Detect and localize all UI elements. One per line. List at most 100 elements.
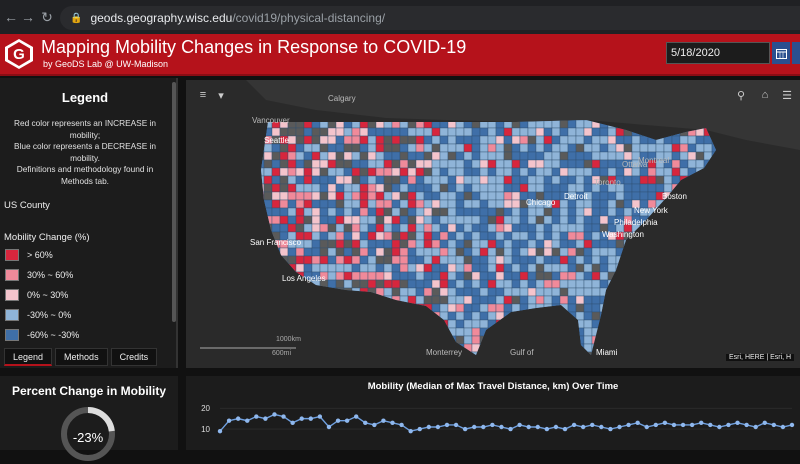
county-cell [599, 199, 609, 209]
address-bar[interactable]: 🔒 geods.geography.wisc.edu/covid19/physi… [60, 6, 800, 30]
legend-field-name: Mobility Change (%) [4, 232, 90, 243]
tab-credits[interactable]: Credits [110, 348, 158, 366]
county-cell [367, 231, 377, 241]
county-cell [359, 215, 369, 225]
county-cell [599, 247, 609, 257]
county-cell [455, 215, 465, 225]
tab-legend[interactable]: Legend [4, 348, 53, 366]
county-cell [519, 295, 529, 305]
county-cell [311, 127, 321, 137]
county-cell [471, 239, 481, 249]
county-cell [383, 207, 393, 217]
mobility-line-chart[interactable]: 10 20 [186, 376, 800, 450]
county-cell [471, 143, 481, 153]
county-cell [367, 271, 377, 281]
search-icon[interactable]: ⚲ [736, 89, 746, 102]
county-cell [527, 247, 537, 257]
county-cell [487, 143, 497, 153]
data-point [571, 422, 577, 428]
county-cell [583, 255, 593, 265]
county-cell [559, 287, 569, 297]
chevron-down-icon[interactable]: ▾ [218, 89, 224, 102]
legend-scrollbar[interactable] [172, 82, 176, 322]
county-cell [367, 127, 377, 137]
county-cell [279, 183, 289, 193]
county-cell [575, 247, 585, 257]
choropleth-map[interactable]: ≡ ▾ ⚲ ⌂ ☰ Calgary Vancouver Seattle Otta… [186, 80, 800, 368]
county-cell [399, 127, 409, 137]
county-cell [559, 247, 569, 257]
county-cell [439, 207, 449, 217]
county-cell [615, 151, 625, 161]
county-cell [479, 159, 489, 169]
county-cell [367, 167, 377, 177]
county-cell [327, 255, 337, 265]
county-cell [407, 239, 417, 249]
county-cell [407, 191, 417, 201]
county-cell [551, 127, 561, 137]
county-cell [359, 183, 369, 193]
county-cell [271, 167, 281, 177]
next-date-button[interactable] [792, 42, 800, 64]
county-cell [423, 183, 433, 193]
county-cell [287, 183, 297, 193]
data-point [281, 414, 286, 419]
county-cell [599, 167, 609, 177]
tab-methods[interactable]: Methods [55, 348, 108, 366]
map-label-new-york: New York [634, 206, 668, 215]
county-cell [351, 183, 361, 193]
county-cell [391, 135, 401, 145]
county-cell [479, 295, 489, 305]
county-cell [599, 159, 609, 169]
county-cell [471, 335, 481, 345]
forward-icon[interactable]: → [21, 9, 35, 25]
data-point [363, 420, 368, 426]
county-cell [351, 167, 361, 177]
county-cell [503, 159, 513, 169]
county-cell [527, 295, 537, 305]
county-cell [543, 183, 553, 193]
county-cell [535, 247, 545, 257]
legend-panel: Legend Red color represents an INCREASE … [0, 78, 178, 368]
reload-icon[interactable]: ↻ [41, 8, 53, 25]
county-cell [311, 255, 321, 265]
data-point [662, 420, 668, 426]
county-cell [279, 215, 289, 225]
county-cell [311, 215, 321, 225]
back-icon[interactable]: ← [4, 9, 18, 25]
calendar-button[interactable] [772, 42, 790, 64]
list-icon[interactable]: ☰ [782, 89, 792, 102]
home-icon[interactable]: ⌂ [761, 89, 769, 101]
county-cell [263, 151, 273, 161]
county-cell [271, 223, 281, 233]
county-cell [359, 207, 369, 217]
county-cell [287, 207, 297, 217]
map-canvas[interactable] [186, 80, 800, 368]
date-input[interactable]: 5/18/2020 [666, 42, 770, 64]
county-cell [551, 151, 561, 161]
percent-change-panel: Percent Change in Mobility -23% [0, 376, 178, 461]
county-cell [527, 207, 537, 217]
county-cell [503, 231, 513, 241]
county-cell [439, 231, 449, 241]
county-cell [543, 263, 553, 273]
county-cell [407, 135, 417, 145]
county-cell [647, 143, 657, 153]
county-cell [455, 239, 465, 249]
county-cell [391, 247, 401, 257]
county-cell [543, 151, 553, 161]
county-cell [495, 191, 505, 201]
county-cell [447, 151, 457, 161]
county-cell [287, 191, 297, 201]
county-cell [599, 215, 609, 225]
county-cell [423, 271, 433, 281]
county-cell [383, 247, 393, 257]
county-cell [479, 215, 489, 225]
county-cell [391, 271, 401, 281]
data-point [426, 424, 432, 430]
data-point [644, 424, 649, 430]
county-cell [383, 215, 393, 225]
county-cell [495, 239, 505, 249]
county-cell [503, 223, 513, 233]
layer-list-icon[interactable]: ≡ [199, 89, 207, 101]
